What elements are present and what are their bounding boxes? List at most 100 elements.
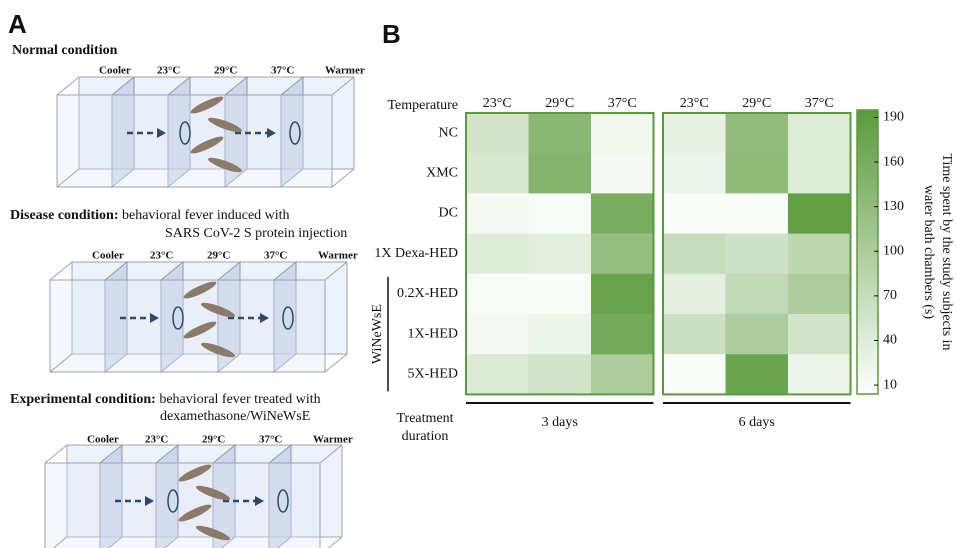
column-label: 29°C (545, 96, 574, 111)
fish (201, 342, 235, 358)
arrow-head (145, 496, 154, 506)
colorbar-tick-label: 130 (883, 199, 904, 214)
group-axis-label: duration (402, 429, 449, 444)
fish (183, 321, 217, 339)
heatmap-cell (528, 354, 592, 395)
heatmap-cell (788, 193, 851, 235)
row-label: XMC (426, 166, 458, 181)
opening (289, 121, 301, 145)
row-header: Temperature (387, 98, 458, 113)
heatmap-cell (663, 354, 726, 395)
colorbar-tick-label: 10 (883, 377, 897, 392)
tank-partition (268, 443, 292, 548)
heatmap-cell (725, 113, 789, 154)
row-label: 5X-HED (407, 367, 458, 382)
column-label: 29°C (742, 96, 771, 111)
heatmap-cell (466, 314, 529, 355)
heatmap-cell (591, 153, 654, 194)
column-label: 37°C (805, 96, 834, 111)
heatmap-cell (466, 193, 529, 235)
heatmap-cell (788, 354, 851, 395)
group-axis-label: Treatment (396, 411, 453, 426)
chamber-label: Cooler (87, 434, 119, 446)
tank-partition (111, 75, 135, 189)
heatmap-cell (591, 113, 654, 154)
heatmap-cell (528, 233, 592, 275)
tank-edge (56, 76, 80, 96)
group-label: 6 days (739, 415, 775, 430)
tank-partition (167, 75, 191, 189)
row-label: NC (439, 125, 458, 140)
tank-edge (49, 353, 73, 373)
bracket-label: WiNeWsE (370, 304, 385, 364)
colorbar-label: water bath chambers (s) (921, 185, 936, 319)
chamber-label: 23°C (150, 250, 173, 262)
row-label: 1X Dexa-HED (374, 246, 458, 261)
chamber-label: Warmer (325, 65, 365, 77)
tank-edge (319, 444, 343, 464)
fish (190, 96, 224, 114)
heatmap-cell (591, 273, 654, 315)
fish (190, 136, 224, 154)
tank-partition (104, 260, 128, 374)
heatmap-cell (725, 193, 789, 235)
heatmap-cell (788, 233, 851, 275)
fish (178, 464, 212, 482)
chamber-label: 37°C (259, 434, 282, 446)
opening (179, 121, 191, 145)
condition-description: SARS CoV-2 S protein injection (165, 226, 347, 241)
tank-edge (324, 353, 348, 373)
chamber-label: 37°C (271, 65, 294, 77)
heatmap-cell (466, 113, 529, 154)
heatmap-cell (466, 233, 529, 275)
tank-edge (324, 261, 348, 281)
heatmap-cell (591, 193, 654, 235)
heatmap-cell (725, 273, 789, 315)
heatmap-cell (788, 273, 851, 315)
tank-partition (160, 260, 184, 374)
heatmap-cell (466, 354, 529, 395)
row-label: DC (439, 206, 458, 221)
tank-edge (49, 261, 73, 281)
chamber-label: Cooler (99, 65, 131, 77)
heatmap-cell (788, 153, 851, 194)
colorbar-tick-label: 100 (883, 243, 904, 258)
heatmap-cell (591, 354, 654, 395)
column-label: 23°C (483, 96, 512, 111)
fish (208, 157, 242, 173)
fish (201, 302, 235, 318)
heatmap-cell (663, 153, 726, 194)
colorbar-tick-label: 70 (883, 288, 897, 303)
heatmap-cell (528, 314, 592, 355)
heatmap-cell (725, 354, 789, 395)
arrow-head (150, 313, 159, 323)
condition-title: Disease condition: behavioral fever indu… (10, 208, 290, 223)
tank-edge (331, 168, 355, 188)
opening (167, 489, 179, 513)
tank-edge (327, 536, 343, 548)
condition-title: Normal condition (12, 43, 118, 58)
heatmap-cell (528, 153, 592, 194)
fish (183, 281, 217, 299)
chamber-label: Cooler (92, 250, 124, 262)
arrow-head (255, 496, 264, 506)
column-label: 37°C (608, 96, 637, 111)
colorbar-label: Time spent by the study subjects in (939, 153, 954, 350)
condition-description: behavioral fever treated with (159, 392, 320, 407)
row-label: 1X-HED (407, 326, 458, 341)
condition-description: behavioral fever induced with (122, 208, 290, 223)
row-label: 0.2X-HED (397, 286, 458, 301)
chamber-label: Warmer (313, 434, 353, 446)
chamber-label: 29°C (202, 434, 225, 446)
heatmap-cell (528, 193, 592, 235)
tank-partition (280, 75, 304, 189)
colorbar (856, 109, 879, 395)
condition-title: Experimental condition: (10, 392, 156, 407)
group-frame (662, 112, 852, 396)
heatmap-cell (788, 113, 851, 154)
opening (277, 489, 289, 513)
chamber-label: 29°C (214, 65, 237, 77)
fish (208, 117, 242, 133)
panel-label: A (8, 9, 27, 39)
